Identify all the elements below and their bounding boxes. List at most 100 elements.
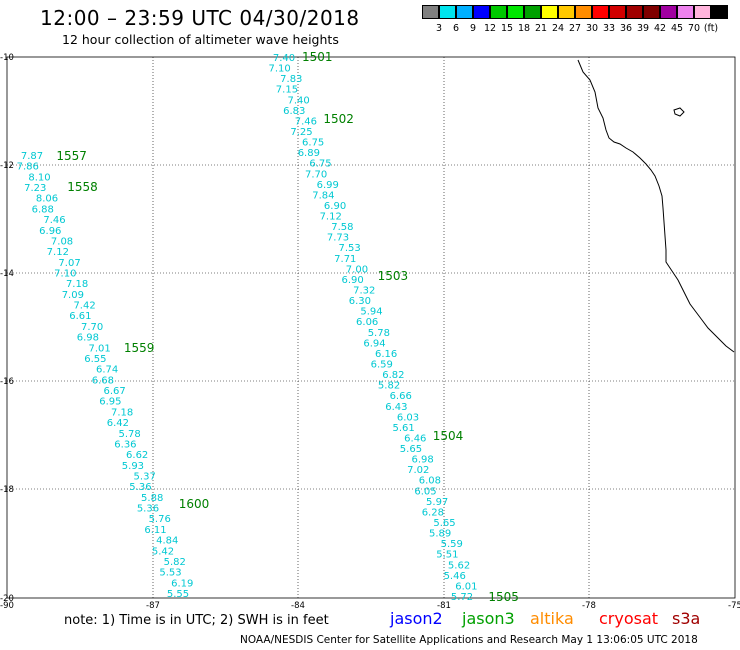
lat-label: -10 (0, 53, 14, 63)
scale-label: 42 (653, 23, 667, 34)
scale-swatch (643, 5, 660, 19)
swh-value: 7.08 (51, 236, 73, 247)
time-label: 1505 (488, 590, 519, 604)
swh-value: 5.89 (429, 529, 451, 540)
swh-value: 7.70 (305, 169, 327, 180)
swh-value: 6.16 (375, 349, 397, 360)
credit-line: NOAA/NESDIS Center for Satellite Applica… (240, 634, 698, 646)
scale-swatch (711, 5, 728, 19)
scale-label: 6 (452, 23, 460, 34)
swh-value: 6.83 (283, 106, 305, 117)
scale-swatch (439, 5, 456, 19)
swh-value: 6.19 (171, 578, 193, 589)
scale-swatch (626, 5, 643, 19)
swh-value: 7.46 (295, 116, 317, 127)
time-label: 1502 (323, 112, 354, 126)
swh-value: 5.46 (444, 571, 466, 582)
lon-label: -75 (728, 601, 740, 611)
scale-swatch (575, 5, 592, 19)
legend-jason3: jason3 (462, 609, 515, 628)
swh-value: 5.36 (137, 504, 159, 515)
swh-value: 5.59 (441, 539, 463, 550)
swh-value: 5.78 (368, 328, 390, 339)
swh-value: 6.59 (371, 359, 393, 370)
swh-value: 6.61 (69, 311, 91, 322)
swh-value: 7.07 (58, 258, 80, 269)
swh-value: 4.84 (156, 536, 178, 547)
scale-swatch (660, 5, 677, 19)
legend-jason2: jason2 (390, 609, 443, 628)
scale-swatch (473, 5, 490, 19)
swh-value: 5.82 (164, 557, 186, 568)
swh-value: 5.82 (378, 381, 400, 392)
scale-label: 36 (619, 23, 633, 34)
swh-value: 7.46 (43, 215, 65, 226)
scale-label: 3 (435, 23, 443, 34)
swh-value: 6.67 (104, 386, 126, 397)
time-label: 1559 (124, 341, 155, 355)
swh-value: 7.10 (269, 64, 291, 75)
scale-label: 24 (551, 23, 565, 34)
map-subtitle: 12 hour collection of altimeter wave hei… (62, 32, 339, 47)
swh-value: 6.03 (397, 412, 419, 423)
swh-value: 6.98 (411, 455, 433, 466)
swh-value: 5.36 (129, 482, 151, 493)
swh-value: 7.73 (327, 233, 349, 244)
lon-label: -84 (291, 601, 305, 611)
swh-value: 5.93 (122, 461, 144, 472)
swh-value: 6.55 (84, 354, 106, 365)
swh-value: 5.37 (134, 471, 156, 482)
lat-lon-grid (7, 57, 735, 598)
swh-value: 7.32 (353, 286, 375, 297)
swh-value: 6.43 (385, 402, 407, 413)
swh-value: 6.08 (419, 476, 441, 487)
time-label: 1504 (433, 429, 464, 443)
swh-value: 7.23 (24, 183, 46, 194)
scale-label: 15 (500, 23, 514, 34)
scale-label: 45 (670, 23, 684, 34)
swh-value: 7.71 (334, 254, 356, 265)
scale-swatch (541, 5, 558, 19)
legend-altika: altika (530, 609, 574, 628)
scale-label: 12 (483, 23, 497, 34)
island (673, 107, 685, 117)
swh-value: 7.09 (62, 290, 84, 301)
swh-value: 5.88 (141, 493, 163, 504)
lat-label: -14 (0, 269, 14, 279)
lon-label: -87 (146, 601, 160, 611)
swh-value: 6.74 (96, 365, 118, 376)
swh-value: 5.76 (149, 514, 171, 525)
time-label: 1557 (56, 149, 87, 163)
time-label: 1501 (302, 50, 333, 64)
swh-value: 5.65 (400, 444, 422, 455)
swh-value: 6.68 (92, 375, 114, 386)
swh-value: 7.00 (346, 264, 368, 275)
lat-label: -20 (0, 594, 14, 604)
swh-value: 6.11 (144, 525, 166, 536)
swh-value: 7.40 (273, 53, 295, 64)
swh-value: 6.36 (114, 439, 136, 450)
swh-value: 5.61 (393, 423, 415, 434)
swh-value: 6.90 (341, 275, 363, 286)
swh-value: 6.66 (390, 391, 412, 402)
scale-swatch (524, 5, 541, 19)
swh-value: 8.06 (36, 194, 58, 205)
lat-label: -18 (0, 485, 14, 495)
swh-value: 8.10 (28, 172, 50, 183)
scale-swatch (507, 5, 524, 19)
scale-label: 39 (636, 23, 650, 34)
swh-value: 6.01 (455, 581, 477, 592)
swh-value: 5.97 (426, 497, 448, 508)
scale-label: (ft) (703, 23, 719, 34)
lon-label: -90 (0, 601, 14, 611)
scale-swatch (677, 5, 694, 19)
swh-value: 5.78 (119, 429, 141, 440)
legend-cryosat: cryosat (599, 609, 659, 628)
swh-value: 7.86 (17, 162, 39, 173)
scale-swatch (609, 5, 626, 19)
swh-value: 6.06 (356, 317, 378, 328)
swh-value: 5.62 (448, 560, 470, 571)
swh-value: 7.15 (276, 85, 298, 96)
lat-label: -16 (0, 377, 14, 387)
